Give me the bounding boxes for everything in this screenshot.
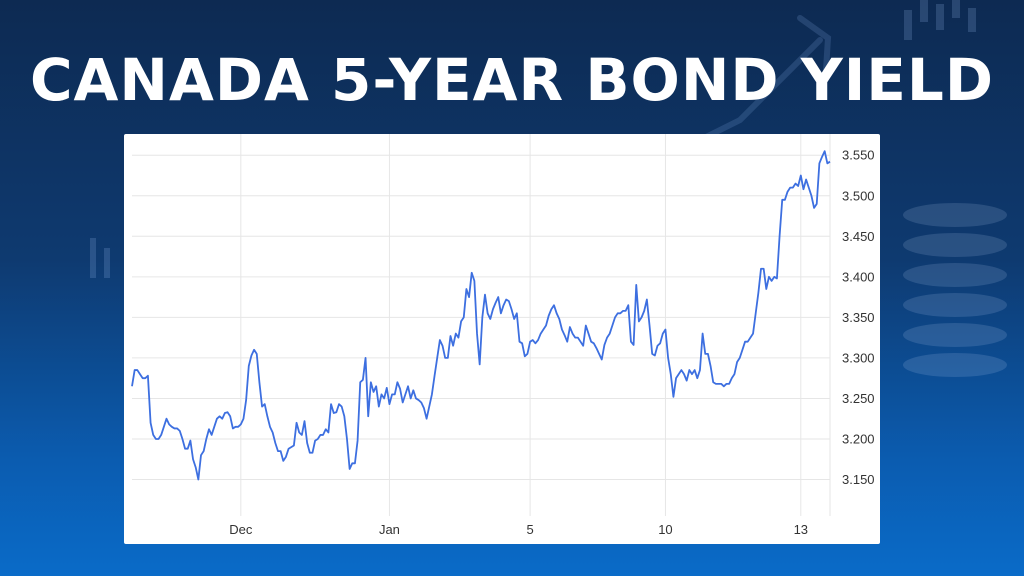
y-tick-label: 3.450 (842, 229, 875, 244)
x-tick-label: 13 (794, 522, 808, 537)
grid (132, 134, 831, 516)
chart-card: 3.150 3.200 3.250 3.300 3.350 3.400 3.450 3.500… (124, 134, 880, 544)
y-tick-label: 3.150 (842, 472, 875, 487)
y-tick-label: 3.400 (842, 269, 875, 284)
y-tick-label: 3.250 (842, 391, 875, 406)
x-tick-label: Jan (379, 522, 400, 537)
page-title: CANADA 5-YEAR BOND YIELD (29, 46, 995, 114)
y-tick-label: 3.350 (842, 310, 875, 325)
series-layer (131, 150, 831, 481)
x-tick-label: 5 (526, 522, 533, 537)
x-tick-label: Dec (229, 522, 253, 537)
y-tick-label: 3.550 (842, 148, 875, 163)
line-chart: 3.150 3.200 3.250 3.300 3.350 3.400 3.450 3.500… (131, 134, 875, 537)
y-tick-label: 3.200 (842, 431, 875, 446)
y-axis: 3.150 3.200 3.250 3.300 3.350 3.400 3.450 3.500… (842, 148, 875, 487)
y-tick-label: 3.300 (842, 350, 875, 365)
x-axis: DecJan5101318 (229, 522, 808, 537)
y-tick-label: 3.500 (842, 188, 875, 203)
x-tick-label: 10 (658, 522, 672, 537)
series-line (131, 150, 831, 481)
